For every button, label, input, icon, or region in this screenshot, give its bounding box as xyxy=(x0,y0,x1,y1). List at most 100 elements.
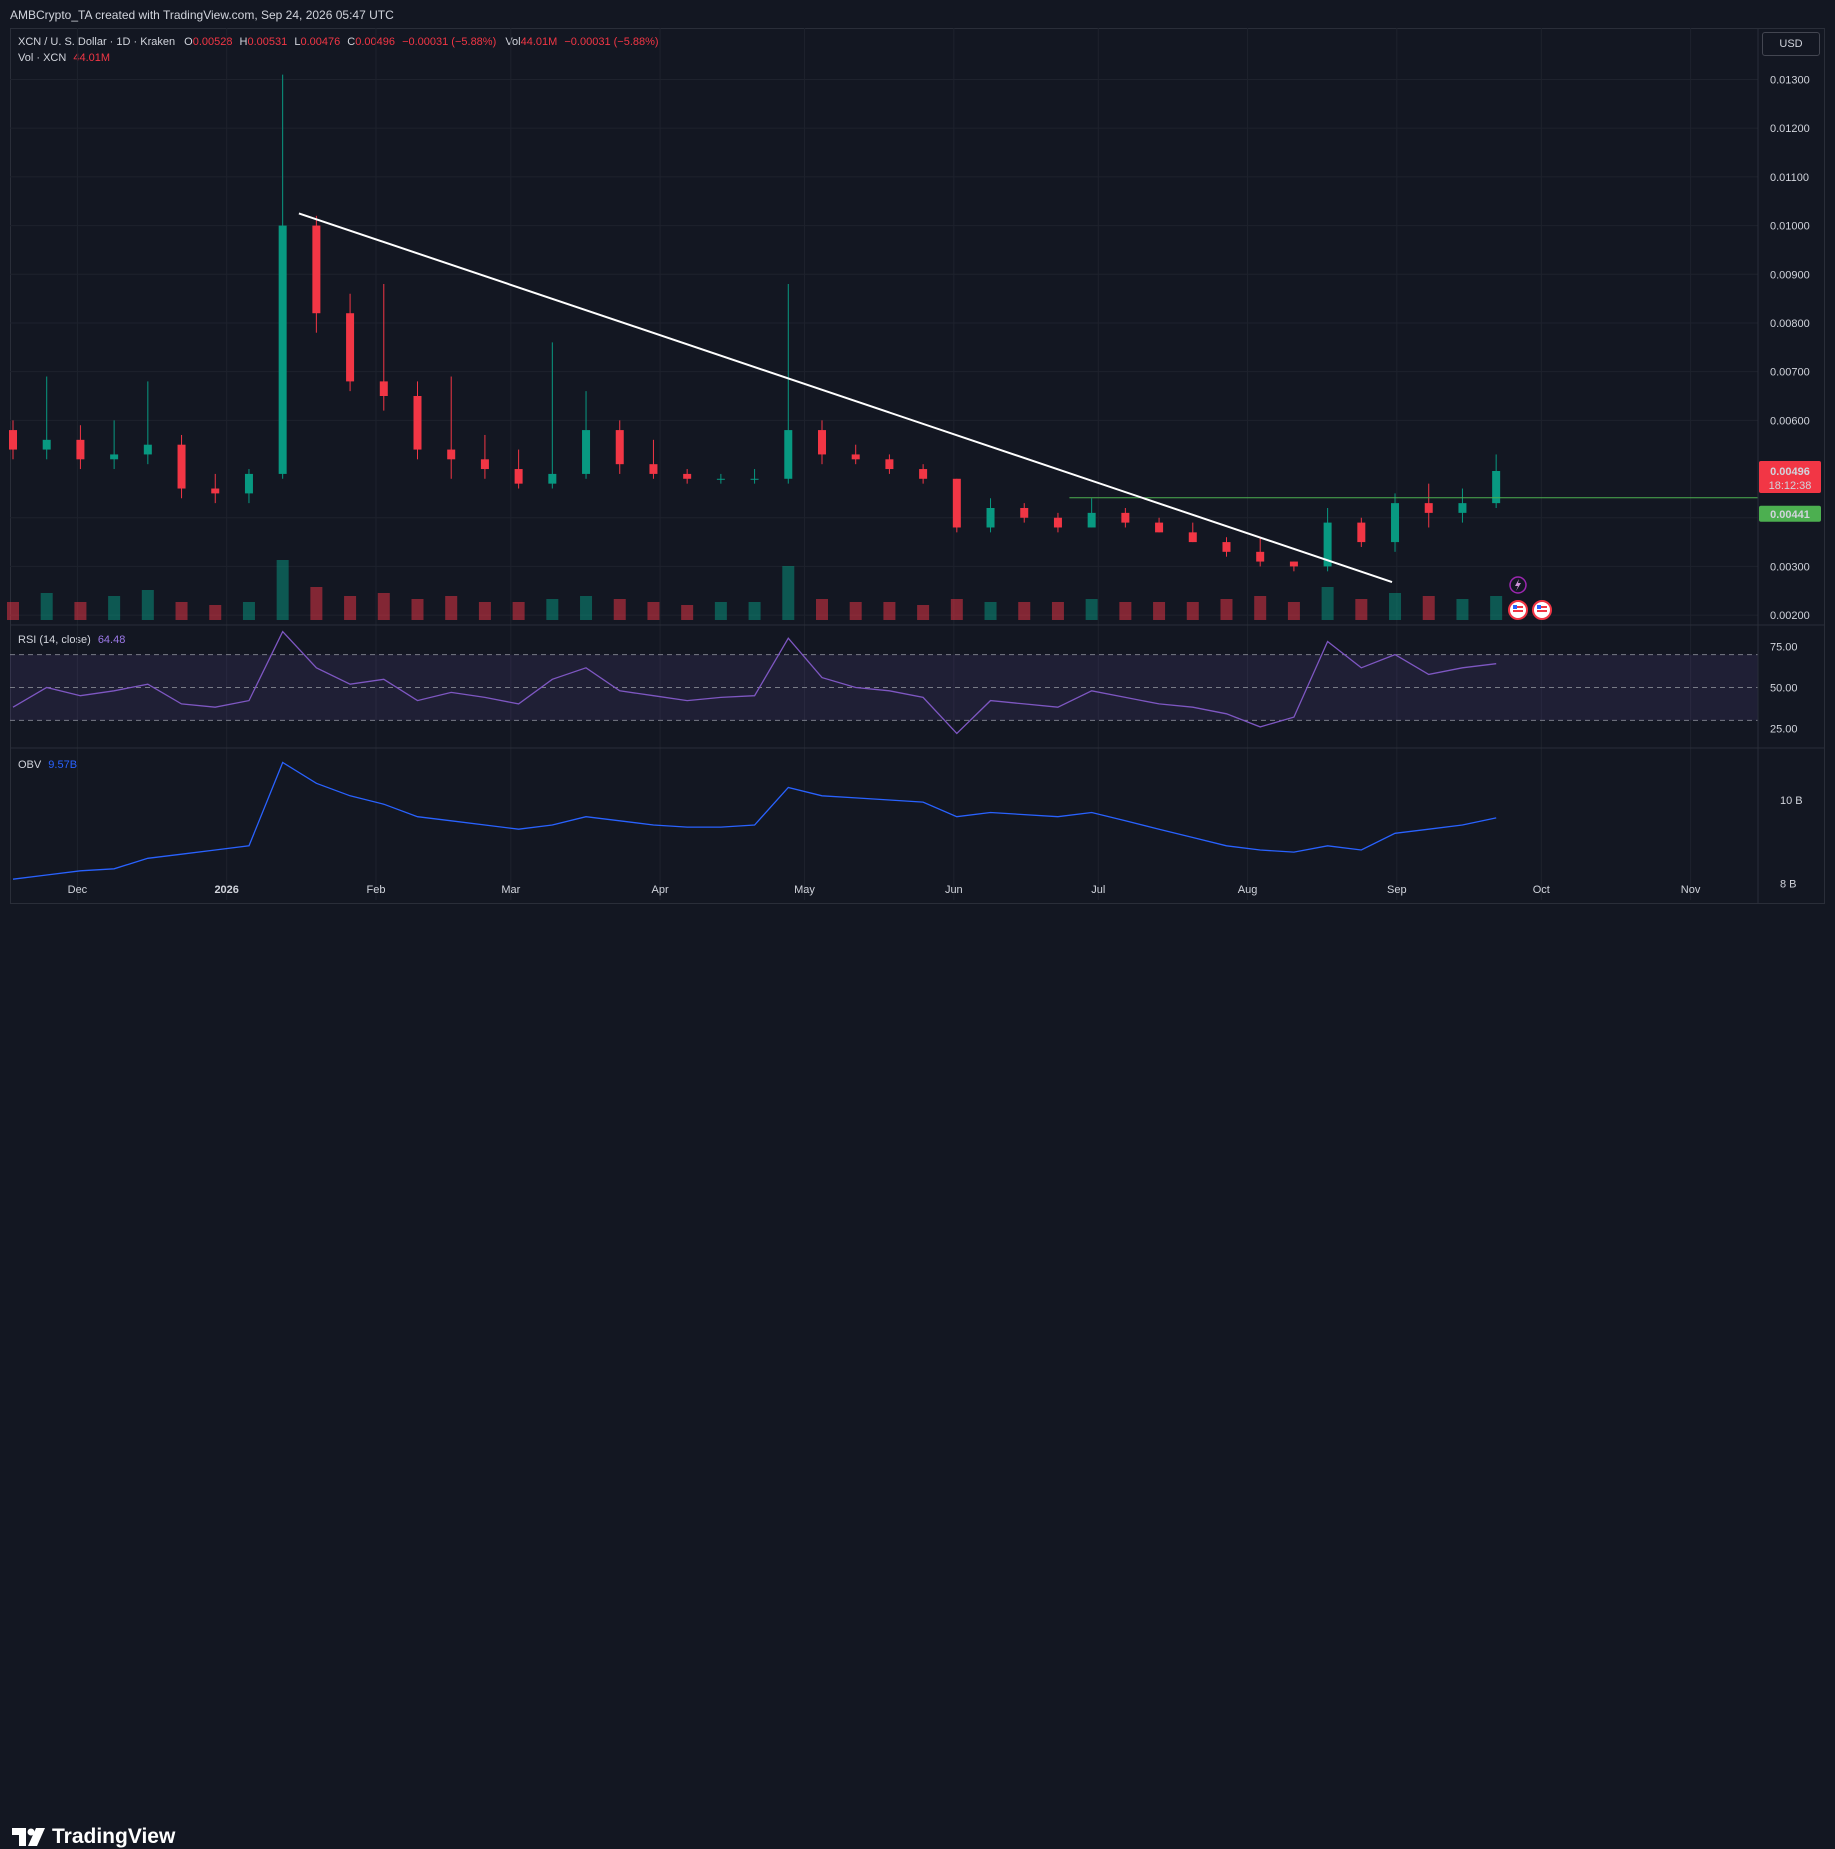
trendline[interactable] xyxy=(298,212,1393,583)
volume-bar xyxy=(613,599,626,620)
last-price-label: 0.00496 xyxy=(1770,466,1810,478)
volume-bar xyxy=(546,599,559,620)
candle-body xyxy=(1256,551,1265,562)
symbol-label[interactable]: XCN / U. S. Dollar · 1D · Kraken xyxy=(18,36,176,48)
time-tick-label: 2026 xyxy=(214,884,238,896)
price-tick-label: 0.00700 xyxy=(1770,367,1810,379)
candle-body xyxy=(1458,503,1467,513)
candle-body xyxy=(9,430,17,450)
time-tick-label: Mar xyxy=(501,884,520,896)
candle-body xyxy=(447,449,456,460)
candle-body xyxy=(649,464,658,474)
tradingview-logo[interactable]: TradingView xyxy=(12,1825,175,1849)
obv-tick-label: 10 B xyxy=(1780,795,1803,807)
time-tick-label: Apr xyxy=(652,884,669,896)
low-label: L xyxy=(294,36,301,48)
volume-bar xyxy=(1186,602,1199,620)
price-axis: 0.01300 0.01200 0.01100 0.01000 0.00900 0.008… xyxy=(1770,74,1810,622)
candle-body xyxy=(143,444,152,455)
volume-bar xyxy=(1389,593,1402,620)
volume-bar xyxy=(580,596,593,620)
flag-canton xyxy=(1537,605,1541,609)
vol-label: Vol xyxy=(505,36,521,48)
price-tick-label: 0.00600 xyxy=(1770,415,1810,427)
candle-body xyxy=(683,473,692,479)
high-value: 0.00531 xyxy=(247,36,288,48)
obv-pane xyxy=(12,761,1497,880)
candle-body xyxy=(986,508,995,528)
candle-body xyxy=(413,396,422,450)
volume-legend: Vol · XCN 44.01M xyxy=(18,52,110,64)
rsi-pane xyxy=(10,630,1758,735)
candle-body xyxy=(1323,522,1332,567)
open-label: O xyxy=(184,36,193,48)
volume-bar xyxy=(815,599,828,620)
rsi-value: 64.48 xyxy=(97,634,126,646)
time-tick-label: Jul xyxy=(1091,884,1105,896)
chart-frame[interactable] xyxy=(10,28,1825,904)
candle-body xyxy=(278,225,287,474)
volume-bar xyxy=(209,605,222,620)
candle-body xyxy=(1087,512,1096,528)
volume-bar xyxy=(1254,596,1267,620)
volume-bar xyxy=(1119,602,1132,620)
time-tick-label: Dec xyxy=(68,884,88,896)
rsi-line xyxy=(12,630,1497,735)
footer: TradingView xyxy=(0,904,1835,1848)
volume-bar xyxy=(883,602,896,620)
volume-bar xyxy=(917,605,930,620)
volume-bar xyxy=(276,560,289,620)
currency-button[interactable]: USD xyxy=(1762,32,1820,56)
volume-bar xyxy=(1220,599,1233,620)
price-tick-label: 0.01200 xyxy=(1770,123,1810,135)
countdown-label: 18:12:38 xyxy=(1769,480,1812,492)
candle-body xyxy=(1424,503,1433,513)
volume-bar xyxy=(1153,602,1166,620)
obv-axis: 10 B 8 B xyxy=(1780,795,1803,890)
candle-body xyxy=(817,430,826,455)
rsi-tick-label: 75.00 xyxy=(1770,641,1798,653)
event-icons xyxy=(1508,576,1552,620)
vol-change-value: −0.00031 (−5.88%) xyxy=(564,36,659,48)
candle-body xyxy=(1222,542,1231,552)
vol-line-label[interactable]: Vol · XCN xyxy=(18,52,67,64)
time-tick-label: Oct xyxy=(1533,884,1550,896)
candle-body xyxy=(851,454,860,460)
close-value: 0.00496 xyxy=(355,36,395,48)
time-tick-label: Sep xyxy=(1387,884,1407,896)
chart-canvas[interactable]: Dec 2026 Feb Mar Apr May Jun Jul Aug Sep Oct Nov 0.… xyxy=(0,0,1835,963)
credit-text: AMBCrypto_TA created with TradingView.co… xyxy=(10,8,394,22)
candle-body xyxy=(582,430,591,474)
candle-body xyxy=(480,459,489,470)
candle-body xyxy=(615,430,624,465)
time-tick-label: Feb xyxy=(366,884,385,896)
lightning-icon xyxy=(1509,576,1527,594)
rsi-label[interactable]: RSI (14, close) xyxy=(18,634,91,646)
volume-bar xyxy=(1456,599,1469,620)
price-tick-label: 0.01300 xyxy=(1770,74,1810,86)
volume-bar xyxy=(849,602,862,620)
obv-label[interactable]: OBV xyxy=(18,759,42,771)
volume-bar xyxy=(681,605,694,620)
flag-stripe xyxy=(1513,606,1523,608)
candle-body xyxy=(548,473,557,484)
volume-bar xyxy=(242,602,255,620)
candle-body xyxy=(1053,517,1062,528)
flag-stripe xyxy=(1513,610,1523,612)
volume-bar xyxy=(478,602,491,620)
volume-bar xyxy=(74,602,87,620)
candle-body xyxy=(1020,508,1029,518)
volume-bar xyxy=(7,602,19,620)
candle-body xyxy=(885,459,894,470)
candle-body xyxy=(1289,561,1298,567)
obv-value: 9.57B xyxy=(48,759,78,771)
candle-body xyxy=(716,478,725,480)
volume-bar xyxy=(1422,596,1435,620)
close-label: C xyxy=(347,36,356,48)
volume-bar xyxy=(748,602,761,620)
x-axis: Dec 2026 Feb Mar Apr May Jun Jul Aug Sep Oct Nov xyxy=(68,884,1701,896)
volume-bar xyxy=(411,599,424,620)
price-tick-label: 0.01000 xyxy=(1770,221,1810,233)
volume-bar xyxy=(782,566,795,620)
volume-bar xyxy=(714,602,727,620)
